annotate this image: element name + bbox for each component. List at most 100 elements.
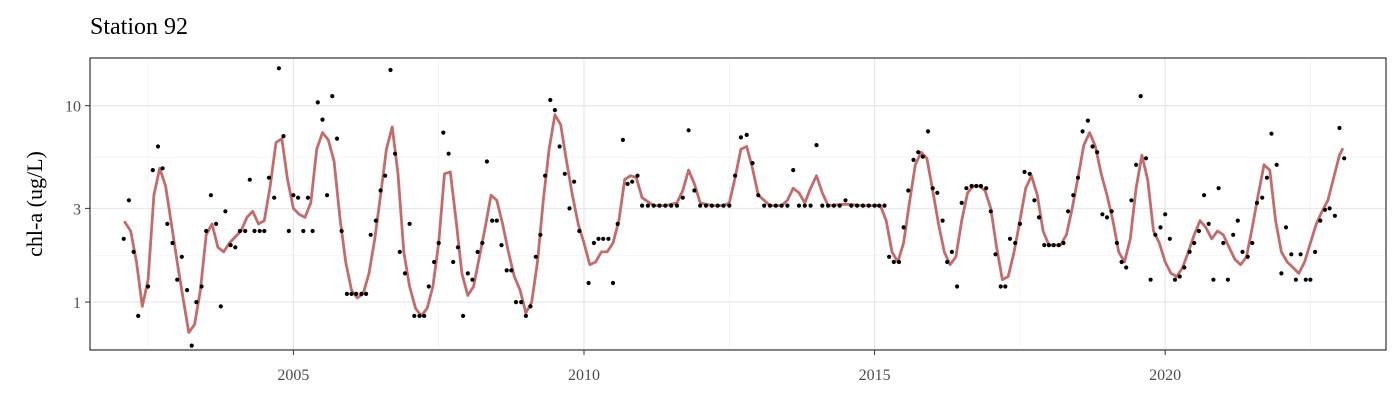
data-point	[315, 100, 320, 105]
data-point	[325, 193, 330, 198]
data-point	[461, 313, 466, 318]
data-point	[557, 144, 562, 149]
data-point	[233, 245, 238, 250]
data-point	[925, 129, 931, 134]
chart-title: Station 92	[90, 14, 189, 40]
data-point	[1114, 240, 1119, 246]
data-point	[296, 195, 301, 200]
data-point	[441, 130, 446, 135]
data-point	[773, 203, 778, 208]
data-point	[1085, 118, 1090, 123]
data-point	[601, 236, 606, 241]
x-tick-label: 2020	[1149, 367, 1181, 384]
data-point	[610, 280, 616, 286]
data-point	[494, 218, 499, 223]
data-point	[1192, 240, 1197, 246]
data-point	[657, 203, 662, 208]
data-point	[150, 168, 155, 173]
data-point	[388, 67, 393, 73]
data-point	[446, 151, 451, 156]
data-point	[993, 252, 998, 257]
data-point	[945, 259, 950, 265]
data-point	[175, 277, 180, 282]
data-point	[480, 240, 485, 246]
data-point	[733, 173, 738, 178]
data-point	[204, 228, 209, 234]
data-point	[364, 291, 369, 296]
data-point	[1022, 169, 1027, 174]
trend-line	[123, 113, 1344, 334]
data-point	[339, 228, 344, 234]
y-axis-title: chl-a (ug/L)	[22, 151, 47, 257]
data-point	[475, 249, 480, 254]
data-point	[1172, 277, 1178, 282]
data-point	[978, 183, 984, 189]
data-point	[562, 171, 567, 176]
data-point	[1332, 213, 1337, 218]
data-point	[615, 221, 620, 226]
data-point	[1283, 225, 1289, 230]
data-point	[640, 203, 645, 208]
data-point	[709, 203, 714, 208]
data-point	[872, 203, 877, 208]
data-point	[276, 66, 281, 71]
data-point	[422, 313, 427, 318]
data-point	[470, 277, 475, 282]
data-point	[1274, 162, 1279, 167]
data-point	[281, 134, 286, 139]
data-point	[820, 203, 825, 208]
data-point	[552, 108, 558, 113]
data-point	[504, 268, 509, 273]
data-point	[586, 280, 591, 286]
data-point	[223, 209, 228, 214]
data-point	[373, 218, 378, 223]
data-point	[286, 228, 291, 234]
y-tick-label: 10	[65, 99, 81, 116]
data-point	[572, 179, 577, 184]
grid	[90, 58, 1386, 350]
data-point	[906, 188, 911, 193]
data-point	[1235, 218, 1240, 223]
data-point	[920, 154, 925, 159]
data-point	[1240, 249, 1245, 254]
data-point	[669, 203, 674, 208]
data-point	[1303, 277, 1308, 282]
data-point	[1143, 156, 1149, 161]
data-point	[349, 291, 354, 296]
data-point	[785, 203, 790, 208]
data-point	[964, 186, 969, 191]
data-point	[1260, 195, 1265, 200]
data-point	[645, 203, 651, 208]
data-point	[930, 186, 935, 191]
data-point	[465, 271, 470, 276]
data-point	[606, 236, 611, 241]
data-point	[237, 228, 242, 234]
data-point	[721, 203, 726, 208]
data-point	[1042, 243, 1047, 248]
data-point	[417, 313, 422, 318]
y-tick-label: 3	[73, 201, 81, 218]
data-point	[513, 300, 519, 305]
data-point	[625, 181, 630, 186]
data-point	[1211, 277, 1216, 282]
data-point	[412, 313, 417, 318]
data-point	[750, 161, 755, 166]
data-point	[955, 284, 960, 289]
data-point	[1119, 259, 1124, 265]
data-point	[808, 203, 813, 208]
data-point	[1095, 150, 1100, 155]
data-point	[262, 228, 267, 234]
data-point	[499, 243, 504, 248]
data-point	[1187, 249, 1192, 254]
data-point	[620, 137, 626, 142]
data-point	[1017, 221, 1023, 226]
data-point	[577, 228, 582, 234]
data-point	[1046, 243, 1051, 248]
data-point	[767, 203, 773, 208]
data-point	[291, 193, 296, 198]
data-point	[334, 136, 340, 141]
plot-panel-border	[89, 57, 1387, 351]
data-point	[651, 203, 656, 208]
data-point	[1056, 243, 1061, 248]
data-point	[247, 177, 252, 182]
